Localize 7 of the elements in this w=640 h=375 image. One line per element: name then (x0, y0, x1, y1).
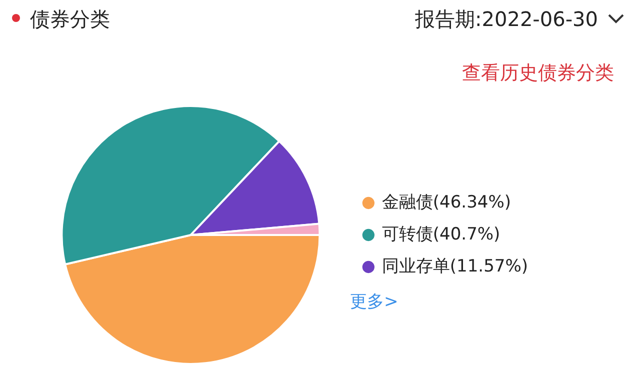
chart-subtitle: 报告期:2022-06-30 (415, 6, 598, 33)
text: 查看历史债券分类 (462, 61, 614, 86)
legend-label: 金融债(46.34%) (382, 192, 512, 212)
text: 更多> (350, 291, 398, 313)
legend-label: 可转债(40.7%) (382, 224, 500, 244)
chart-title: 债券分类 (30, 6, 110, 33)
legend-label: 同业存单(11.57%) (382, 256, 528, 276)
